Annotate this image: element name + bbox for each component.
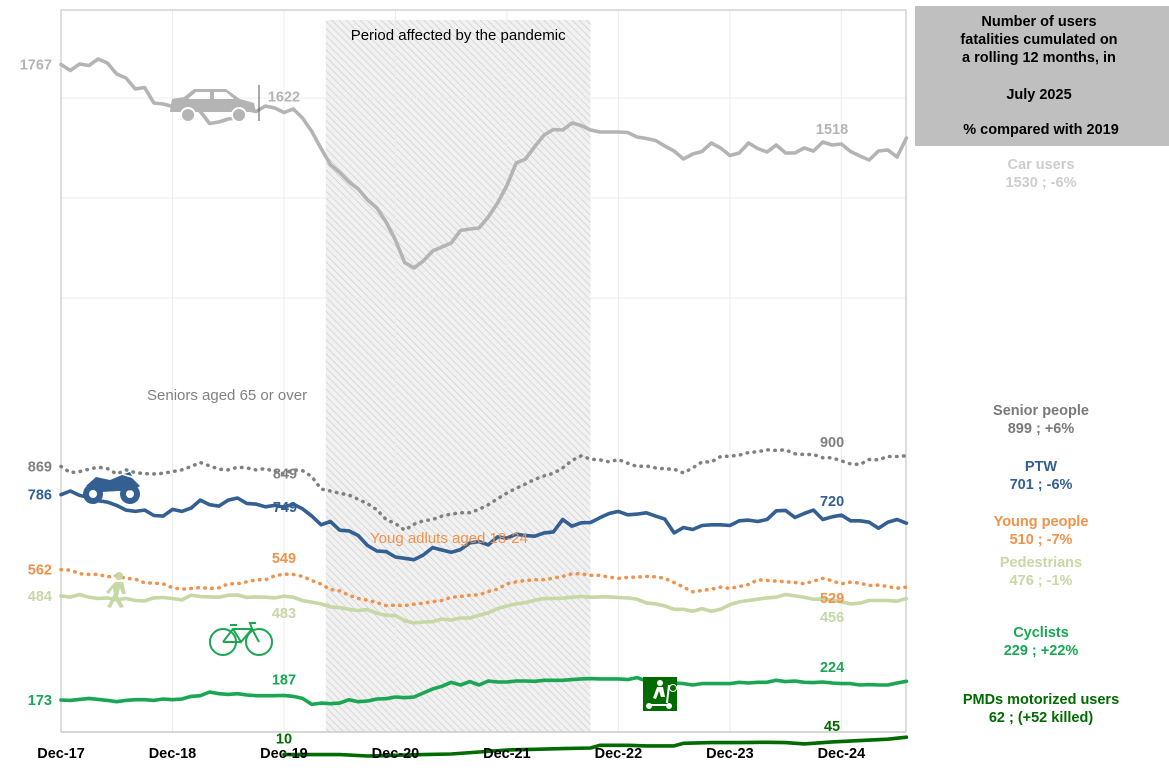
x-tick-label: Dec-19 — [260, 746, 308, 762]
legend-pmd-name: PMDs motorized users — [963, 692, 1119, 708]
data-label-young: 529 — [820, 591, 844, 607]
data-label-pmd: 10 — [276, 732, 292, 748]
legend-car-name: Car users — [1008, 157, 1075, 173]
x-tick-label: Dec-22 — [595, 746, 643, 762]
pandemic-period-shade — [325, 20, 591, 732]
data-label-senior: 849 — [273, 467, 297, 483]
data-label-ped: 483 — [272, 606, 296, 622]
title-line-4: July 2025 — [1006, 87, 1071, 103]
data-label-senior: 900 — [820, 435, 844, 451]
pandemic-period-label: Period affected by the pandemic — [351, 27, 566, 44]
legend-ptw-name: PTW — [1025, 459, 1058, 475]
legend-senior-summary: 899 ; +6% — [1008, 421, 1075, 437]
title-line-5: % compared with 2019 — [963, 122, 1119, 138]
data-label-car: 1518 — [816, 122, 848, 138]
legend-cyc-name: Cyclists — [1013, 625, 1069, 641]
series-layer — [59, 57, 909, 758]
data-label-pmd: 45 — [824, 719, 840, 735]
data-label-senior: 869 — [28, 460, 52, 476]
legend-senior-name: Senior people — [993, 403, 1089, 419]
data-label-ptw: 749 — [273, 500, 297, 516]
scooter-icon — [643, 677, 677, 711]
seniors-inline-label: Seniors aged 65 or over — [147, 387, 307, 404]
gridlines — [61, 10, 906, 732]
x-tick-label: Dec-18 — [149, 746, 197, 762]
legend-young-name: Young people — [994, 514, 1089, 530]
series-line-ped — [59, 592, 909, 625]
x-tick-label: Dec-20 — [372, 746, 420, 762]
series-line-ptw — [59, 489, 909, 562]
legend-ped-name: Pedestrians — [1000, 555, 1082, 571]
data-label-cyc: 224 — [820, 660, 844, 676]
data-label-young: 549 — [272, 551, 296, 567]
data-label-ped: 484 — [28, 589, 52, 605]
pedestrian-icon — [106, 572, 126, 608]
title-line-1: Number of users — [981, 14, 1096, 30]
series-line-senior — [59, 448, 909, 532]
legend-ptw-summary: 701 ; -6% — [1010, 477, 1073, 493]
bicycle-icon — [209, 622, 273, 656]
data-label-car: 1622 — [268, 90, 300, 106]
legend-car-summary: 1530 ; -6% — [1006, 175, 1077, 191]
legend-young-summary: 510 ; -7% — [1010, 532, 1073, 548]
series-line-young — [59, 567, 909, 608]
motorcycle-icon — [83, 472, 140, 504]
annotation-layer: 1767 1622 1518 869 849 900 786 749 720 562 549 529 4… — [20, 58, 848, 748]
legend-ped-summary: 476 ; -1% — [1010, 573, 1073, 589]
x-axis-ticks: Dec-17 Dec-18 Dec-19 Dec-20 Dec-21 Dec-22 Dec-… — [37, 746, 865, 762]
series-line-car — [59, 57, 909, 270]
data-label-cyc: 173 — [28, 693, 52, 709]
young-adults-inline-label: Youg adluts aged 18-24 — [370, 530, 528, 547]
legend: Car users 1530 ; -6% Senior people 899 ;… — [963, 157, 1119, 726]
car-icon — [170, 85, 260, 123]
x-tick-label: Dec-23 — [706, 746, 754, 762]
title-line-2: fatalities cumulated on — [960, 32, 1117, 48]
data-label-car: 1767 — [20, 58, 52, 74]
svg-text:Number of users fataliti: Number of users fatalities cumulated on … — [960, 14, 1121, 138]
legend-cyc-summary: 229 ; +22% — [1004, 643, 1079, 659]
data-label-young: 562 — [28, 563, 52, 579]
title-line-3: a rolling 12 months, in — [962, 50, 1116, 66]
data-label-ptw: 786 — [28, 488, 52, 504]
series-line-pmd — [282, 735, 909, 758]
x-tick-label: Dec-17 — [37, 746, 85, 762]
data-label-ptw: 720 — [820, 494, 844, 510]
x-tick-label: Dec-21 — [483, 746, 531, 762]
legend-pmd-summary: 62 ; (+52 killed) — [989, 710, 1094, 726]
data-label-cyc: 187 — [272, 672, 296, 688]
title-box: Number of users fatalities cumulated on … — [915, 6, 1169, 146]
data-label-ped: 456 — [820, 610, 844, 626]
series-line-cyc — [59, 675, 909, 707]
x-tick-label: Dec-24 — [818, 746, 866, 762]
